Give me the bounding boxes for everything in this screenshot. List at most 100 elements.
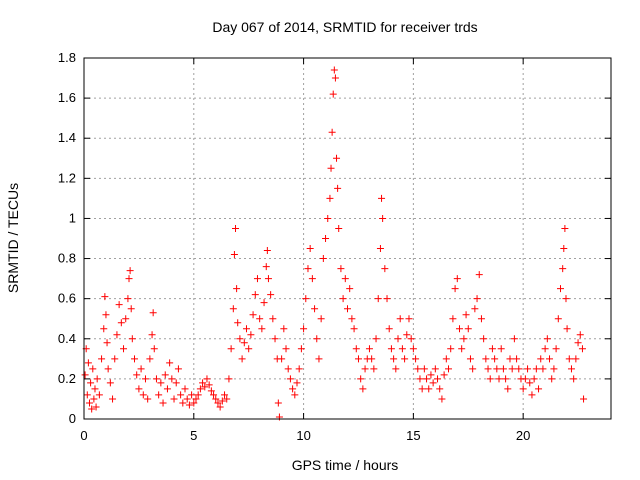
data-point — [81, 371, 89, 379]
data-point — [519, 385, 527, 393]
data-point — [87, 379, 95, 387]
data-point — [89, 365, 97, 373]
data-point — [183, 395, 191, 403]
plot-frame — [83, 57, 612, 420]
data-point — [526, 379, 534, 387]
data-point — [357, 375, 365, 383]
data-point — [401, 355, 409, 363]
data-point — [144, 395, 152, 403]
data-point — [414, 365, 422, 373]
data-point — [471, 305, 479, 313]
x-tick-label: 5 — [190, 428, 197, 443]
data-point — [168, 375, 176, 383]
data-point — [308, 275, 316, 283]
data-point — [177, 391, 185, 399]
data-point — [580, 395, 588, 403]
data-point — [423, 375, 431, 383]
x-tick-label: 15 — [406, 428, 420, 443]
data-point — [562, 295, 570, 303]
data-point — [267, 291, 275, 299]
data-point — [537, 355, 545, 363]
data-point — [229, 305, 237, 313]
data-point — [127, 305, 135, 313]
data-point — [113, 331, 121, 339]
data-point — [179, 399, 187, 407]
data-point — [445, 365, 453, 373]
data-point — [434, 375, 442, 383]
data-point — [251, 291, 259, 299]
data-point — [328, 128, 336, 136]
data-point — [93, 375, 101, 383]
data-point — [196, 385, 204, 393]
data-point — [256, 315, 264, 323]
data-point — [159, 399, 167, 407]
data-point — [190, 399, 198, 407]
data-point — [381, 265, 389, 273]
data-point — [578, 345, 586, 353]
data-point — [306, 245, 314, 253]
data-point — [337, 265, 345, 273]
data-point — [120, 345, 128, 353]
data-point — [546, 355, 554, 363]
data-point — [203, 375, 211, 383]
data-point — [324, 214, 332, 222]
data-point — [122, 315, 130, 323]
data-point — [556, 285, 564, 293]
data-point — [260, 299, 268, 307]
data-point — [149, 309, 157, 317]
data-point — [447, 345, 455, 353]
data-point — [477, 315, 485, 323]
data-point — [431, 365, 439, 373]
x-tick-label: 20 — [516, 428, 530, 443]
data-point — [117, 319, 125, 327]
data-point — [262, 263, 270, 271]
data-point — [515, 365, 523, 373]
y-tick-label: 0.2 — [58, 371, 76, 386]
data-point — [83, 391, 91, 399]
data-point — [152, 375, 160, 383]
data-point — [484, 365, 492, 373]
data-point — [341, 275, 349, 283]
data-point — [115, 301, 123, 309]
data-point — [365, 345, 373, 353]
data-point — [464, 325, 472, 333]
data-point — [539, 365, 547, 373]
data-point — [236, 335, 244, 343]
data-point — [334, 184, 342, 192]
data-point — [560, 245, 568, 253]
data-point — [238, 355, 246, 363]
data-point — [521, 375, 529, 383]
data-point — [317, 315, 325, 323]
data-point — [541, 345, 549, 353]
data-point — [274, 399, 282, 407]
data-point — [502, 375, 510, 383]
data-point — [359, 385, 367, 393]
data-point — [233, 285, 241, 293]
data-point — [552, 345, 560, 353]
data-point — [372, 335, 380, 343]
data-point — [378, 194, 386, 202]
data-point — [227, 345, 235, 353]
data-point — [412, 355, 420, 363]
data-point — [396, 315, 404, 323]
data-point — [205, 381, 213, 389]
data-point — [234, 319, 242, 327]
data-point — [95, 391, 103, 399]
data-point — [100, 325, 108, 333]
data-point — [174, 365, 182, 373]
data-point — [278, 355, 286, 363]
data-point — [466, 355, 474, 363]
data-point — [333, 154, 341, 162]
data-point — [427, 371, 435, 379]
data-point — [567, 365, 575, 373]
data-point — [462, 311, 470, 319]
data-point — [403, 331, 411, 339]
data-point — [104, 365, 112, 373]
data-point — [449, 315, 457, 323]
data-point — [469, 365, 477, 373]
data-point — [133, 371, 141, 379]
y-axis-label: SRMTID / TECUs — [5, 183, 21, 293]
data-point — [559, 265, 567, 273]
data-point — [85, 399, 93, 407]
data-point — [161, 371, 169, 379]
